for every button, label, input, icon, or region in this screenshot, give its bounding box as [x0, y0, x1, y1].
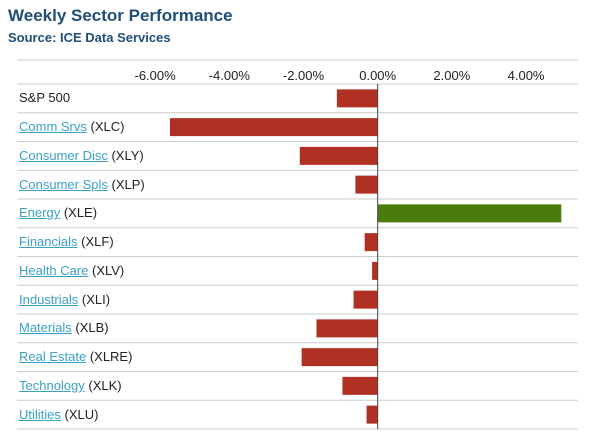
bar-consumer-disc-xly: [299, 146, 378, 165]
sector-link[interactable]: Consumer Spls: [19, 176, 108, 192]
bar-comm-srvs-xlc: [169, 118, 378, 137]
row-label: Utilities (XLU): [19, 407, 98, 423]
sector-link[interactable]: Utilities: [19, 406, 61, 422]
ticker-label: (XLK): [84, 377, 122, 393]
index-label: S&P 500: [19, 90, 71, 106]
row-label: Comm Srvs (XLC): [19, 119, 124, 135]
row-label: Energy (XLE): [19, 205, 97, 221]
sector-link[interactable]: Energy: [19, 205, 61, 221]
ticker-label: (XLRE): [86, 349, 133, 365]
x-tick-label: 2.00%: [433, 68, 470, 83]
x-tick-label: 4.00%: [508, 68, 545, 83]
bar-consumer-spls-xlp: [355, 175, 378, 194]
x-tick-label: -6.00%: [134, 68, 176, 83]
bar-real-estate-xlre: [301, 348, 378, 367]
sector-link[interactable]: Industrials: [19, 291, 79, 307]
ticker-label: (XLY): [107, 147, 144, 163]
row-label: Consumer Spls (XLP): [19, 177, 145, 193]
bar-technology-xlk: [342, 376, 378, 395]
chart-subtitle: Source: ICE Data Services: [8, 30, 171, 45]
ticker-label: (XLC): [86, 119, 125, 135]
bar-materials-xlb: [316, 319, 378, 338]
sector-link[interactable]: Technology: [19, 377, 85, 393]
bar-utilities-xlu: [366, 405, 378, 424]
sector-link[interactable]: Comm Srvs: [19, 119, 87, 135]
bar-financials-xlf: [364, 233, 378, 252]
row-label: Health Care (XLV): [19, 263, 124, 279]
ticker-label: (XLV): [88, 262, 125, 278]
ticker-label: (XLU): [60, 406, 99, 422]
ticker-label: (XLI): [78, 291, 111, 307]
sector-link[interactable]: Real Estate: [19, 349, 87, 365]
x-tick-label: 0.00%: [359, 68, 396, 83]
row-label: Real Estate (XLRE): [19, 349, 132, 365]
ticker-label: (XLE): [60, 205, 98, 221]
x-tick-label: -2.00%: [283, 68, 325, 83]
bar-industrials-xli: [353, 290, 378, 309]
row-label: Financials (XLF): [19, 234, 114, 250]
bar-energy-xle: [377, 204, 562, 223]
row-label: Industrials (XLI): [19, 292, 110, 308]
bar-s-p-500: [336, 89, 378, 108]
sector-link[interactable]: Health Care: [19, 262, 89, 278]
x-tick-label: -4.00%: [209, 68, 251, 83]
sector-link[interactable]: Consumer Disc: [19, 147, 108, 163]
ticker-label: (XLF): [77, 234, 114, 250]
bar-health-care-xlv: [372, 261, 378, 280]
row-label: Materials (XLB): [19, 320, 109, 336]
sector-link[interactable]: Materials: [19, 320, 72, 336]
chart-title: Weekly Sector Performance: [8, 6, 233, 25]
ticker-label: (XLP): [107, 176, 145, 192]
sector-link[interactable]: Financials: [19, 234, 78, 250]
row-label: Technology (XLK): [19, 378, 122, 394]
ticker-label: (XLB): [71, 320, 109, 336]
row-label: Consumer Disc (XLY): [19, 148, 144, 164]
row-label: S&P 500: [19, 90, 70, 106]
